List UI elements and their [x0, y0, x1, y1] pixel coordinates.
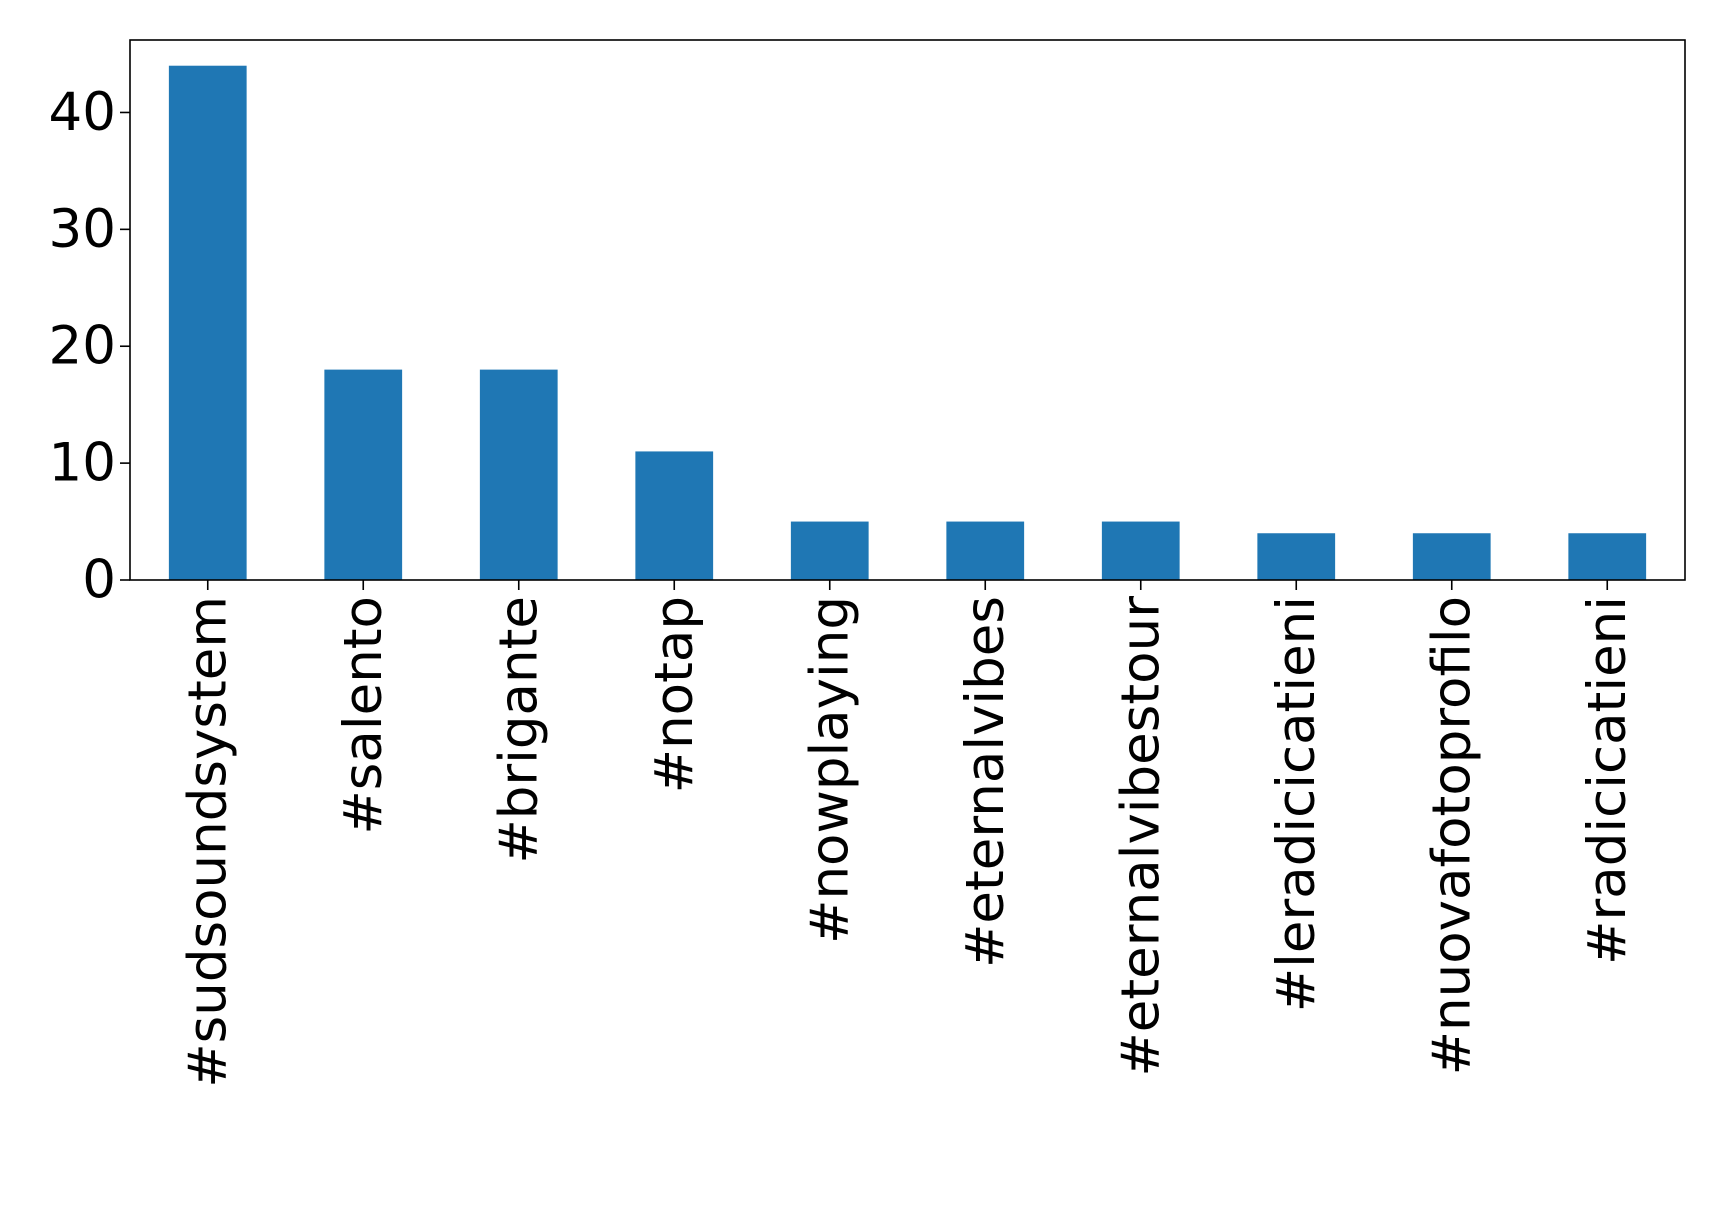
- x-tick-label: #eternalvibes: [955, 596, 1016, 968]
- x-axis: #sudsoundsystem #salento #brigante #notap #n…: [177, 580, 1638, 1088]
- x-tick-label: #radicicatieni: [1577, 596, 1638, 965]
- bar: [946, 521, 1025, 580]
- x-tick-label: #salento: [333, 596, 394, 835]
- bar: [635, 451, 714, 580]
- x-tick-label: #notap: [644, 596, 705, 793]
- y-tick-label: 40: [49, 82, 116, 143]
- bar: [1101, 521, 1180, 580]
- plot-frame: [129, 39, 1686, 581]
- bar: [1568, 533, 1647, 580]
- x-tick-label: #nuovafotoprofilo: [1421, 596, 1482, 1075]
- bar: [790, 521, 869, 580]
- bar: [168, 65, 247, 580]
- x-tick-label: #eternalvibestour: [1110, 596, 1171, 1077]
- y-tick-label: 20: [49, 316, 116, 377]
- x-tick-label: #nowplaying: [799, 596, 860, 944]
- x-tick-label: #brigante: [488, 596, 549, 864]
- bar: [1257, 533, 1336, 580]
- y-axis: 0 10 20 30 40: [49, 82, 130, 611]
- bar: [1412, 533, 1491, 580]
- bar: [479, 369, 558, 580]
- x-tick-label: #sudsoundsystem: [177, 596, 238, 1088]
- y-tick-label: 10: [49, 433, 116, 494]
- y-tick-label: 30: [49, 199, 116, 260]
- bar: [324, 369, 403, 580]
- x-tick-label: #leradicicatieni: [1266, 596, 1327, 1012]
- y-tick-label: 0: [82, 550, 116, 611]
- bars-group: [168, 65, 1647, 580]
